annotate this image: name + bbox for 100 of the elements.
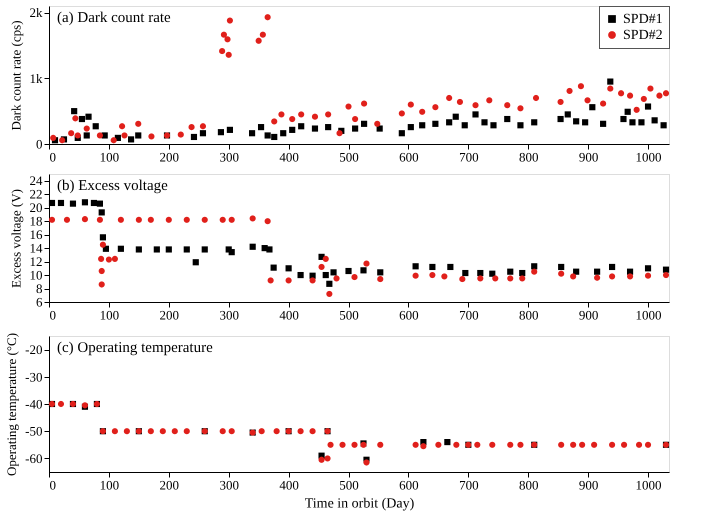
point bbox=[58, 400, 64, 408]
point bbox=[92, 123, 99, 130]
point bbox=[112, 428, 118, 434]
point bbox=[408, 124, 414, 130]
point bbox=[226, 126, 233, 133]
point bbox=[264, 14, 271, 20]
point bbox=[441, 273, 448, 280]
y-tick-label: 10 bbox=[30, 268, 42, 283]
point bbox=[644, 265, 652, 272]
point bbox=[330, 269, 337, 276]
point bbox=[607, 78, 614, 85]
point bbox=[322, 272, 329, 278]
point bbox=[624, 108, 631, 115]
point bbox=[446, 94, 452, 102]
x-tick-label: 400 bbox=[279, 308, 299, 322]
point bbox=[644, 103, 652, 110]
point bbox=[477, 270, 484, 276]
point bbox=[220, 428, 226, 434]
point bbox=[298, 272, 304, 278]
x-tick-label: 800 bbox=[518, 308, 538, 322]
point bbox=[270, 264, 277, 271]
point bbox=[96, 132, 103, 139]
point bbox=[289, 126, 296, 133]
point bbox=[607, 86, 614, 92]
point bbox=[564, 111, 571, 118]
point bbox=[662, 272, 670, 278]
point bbox=[256, 38, 262, 44]
point bbox=[318, 264, 325, 270]
point bbox=[264, 132, 271, 139]
point bbox=[620, 442, 628, 448]
point bbox=[507, 442, 514, 448]
point bbox=[570, 442, 576, 448]
x-tick-label: 0 bbox=[50, 478, 56, 492]
point bbox=[558, 442, 564, 448]
point bbox=[591, 442, 598, 448]
point bbox=[644, 442, 652, 448]
point bbox=[600, 100, 606, 107]
point bbox=[363, 260, 370, 267]
point bbox=[453, 442, 460, 448]
point bbox=[192, 259, 199, 266]
point bbox=[327, 442, 334, 448]
point bbox=[336, 130, 343, 136]
point bbox=[271, 134, 278, 140]
point bbox=[429, 272, 436, 278]
point bbox=[600, 120, 606, 127]
point bbox=[446, 119, 452, 126]
x-tick-label: 100 bbox=[100, 150, 120, 164]
point bbox=[274, 428, 280, 434]
point bbox=[200, 130, 206, 136]
point bbox=[462, 270, 468, 276]
point bbox=[662, 266, 670, 273]
annotation: (a) Dark count rate bbox=[57, 10, 172, 26]
y-tick-label: -50 bbox=[25, 424, 42, 439]
point bbox=[248, 130, 256, 136]
point bbox=[582, 119, 588, 126]
point bbox=[258, 124, 264, 130]
x-tick-label: 0 bbox=[50, 308, 56, 322]
point bbox=[154, 246, 160, 253]
point bbox=[532, 94, 540, 102]
point bbox=[584, 97, 591, 104]
point bbox=[486, 97, 492, 104]
point bbox=[652, 117, 658, 124]
point bbox=[408, 101, 414, 108]
y-tick-label: 0 bbox=[36, 136, 42, 152]
y-tick-label: -20 bbox=[25, 342, 42, 358]
point bbox=[226, 17, 233, 24]
point bbox=[90, 200, 98, 206]
point bbox=[638, 119, 645, 126]
point bbox=[566, 88, 573, 94]
point bbox=[351, 274, 358, 280]
point bbox=[412, 272, 419, 279]
y-tick-label: 2k bbox=[30, 5, 43, 20]
point bbox=[72, 115, 78, 122]
point bbox=[118, 246, 124, 252]
point bbox=[345, 103, 352, 110]
point bbox=[351, 442, 358, 448]
x-tick-label: 0 bbox=[50, 150, 56, 164]
point bbox=[489, 442, 496, 448]
point bbox=[481, 119, 488, 126]
x-tick-label: 700 bbox=[459, 150, 479, 164]
point bbox=[490, 122, 497, 128]
point bbox=[472, 102, 479, 108]
point bbox=[50, 134, 56, 141]
point bbox=[135, 132, 142, 139]
point bbox=[298, 111, 304, 118]
point bbox=[352, 116, 358, 122]
point bbox=[517, 442, 524, 448]
point bbox=[312, 125, 318, 132]
point bbox=[609, 442, 616, 448]
x-axis-title: Time in orbit (Day) bbox=[304, 496, 415, 512]
point bbox=[626, 273, 634, 280]
point bbox=[618, 90, 624, 96]
point bbox=[322, 256, 329, 262]
point bbox=[374, 120, 380, 127]
point bbox=[84, 125, 90, 132]
point bbox=[228, 428, 235, 434]
point bbox=[224, 36, 231, 42]
point bbox=[71, 108, 78, 114]
point bbox=[420, 443, 426, 450]
point bbox=[268, 277, 274, 284]
